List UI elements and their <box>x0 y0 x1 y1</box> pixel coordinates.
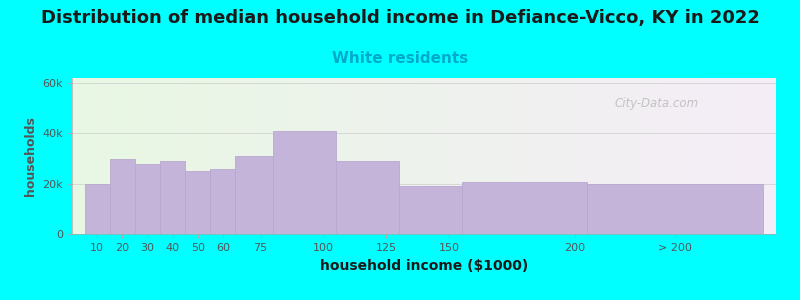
Bar <box>462 182 587 234</box>
Bar <box>110 158 135 234</box>
Bar <box>336 161 399 234</box>
Bar <box>210 169 235 234</box>
Text: White residents: White residents <box>332 51 468 66</box>
Text: City-Data.com: City-Data.com <box>614 97 698 110</box>
Y-axis label: households: households <box>24 116 37 196</box>
Bar <box>273 131 336 234</box>
Bar <box>587 184 763 234</box>
Bar <box>85 184 110 234</box>
Bar <box>399 186 462 234</box>
X-axis label: household income ($1000): household income ($1000) <box>320 259 528 273</box>
Bar <box>135 164 160 234</box>
Bar <box>235 156 273 234</box>
Text: Distribution of median household income in Defiance-Vicco, KY in 2022: Distribution of median household income … <box>41 9 759 27</box>
Bar <box>160 161 185 234</box>
Bar <box>185 171 210 234</box>
